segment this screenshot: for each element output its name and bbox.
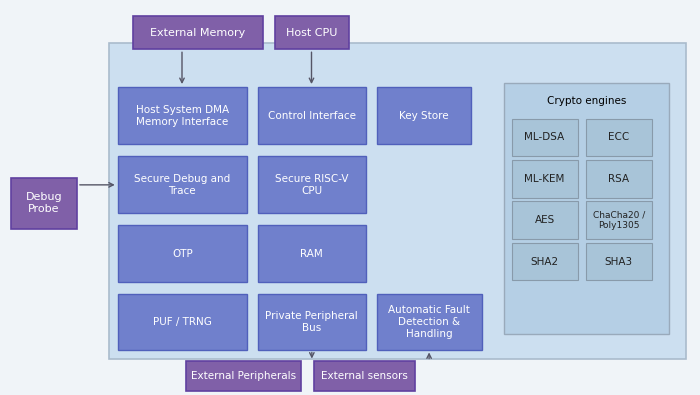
Bar	[258, 294, 366, 350]
Bar	[512, 201, 578, 239]
Text: Host System DMA
Memory Interface: Host System DMA Memory Interface	[136, 105, 229, 126]
Bar	[258, 156, 366, 213]
Bar	[118, 225, 247, 282]
Text: ML-KEM: ML-KEM	[524, 174, 565, 184]
Bar	[258, 87, 366, 144]
Text: External sensors: External sensors	[321, 371, 408, 381]
Bar	[118, 87, 247, 144]
Text: SHA2: SHA2	[531, 257, 559, 267]
Bar	[108, 43, 686, 359]
Text: ChaCha20 /
Poly1305: ChaCha20 / Poly1305	[593, 210, 645, 230]
Text: PUF / TRNG: PUF / TRNG	[153, 317, 212, 327]
Bar	[275, 16, 349, 49]
Bar	[377, 87, 471, 144]
Bar	[512, 160, 578, 198]
Bar	[512, 118, 578, 156]
Bar	[314, 361, 415, 391]
Text: Secure RISC-V
CPU: Secure RISC-V CPU	[275, 174, 349, 196]
Text: Secure Debug and
Trace: Secure Debug and Trace	[134, 174, 230, 196]
Text: Host CPU: Host CPU	[286, 28, 337, 38]
Bar	[586, 160, 652, 198]
Text: ECC: ECC	[608, 132, 629, 142]
Bar	[133, 16, 262, 49]
Text: OTP: OTP	[172, 249, 192, 259]
Text: External Memory: External Memory	[150, 28, 246, 38]
Text: Automatic Fault
Detection &
Handling: Automatic Fault Detection & Handling	[389, 305, 470, 339]
Text: ML-DSA: ML-DSA	[524, 132, 565, 142]
Text: Debug
Probe: Debug Probe	[25, 192, 62, 214]
Bar	[504, 83, 668, 334]
Text: SHA3: SHA3	[605, 257, 633, 267]
Text: Key Store: Key Store	[399, 111, 449, 120]
Text: RAM: RAM	[300, 249, 323, 259]
Text: Control Interface: Control Interface	[268, 111, 356, 120]
Text: AES: AES	[535, 215, 554, 225]
Bar	[586, 118, 652, 156]
Text: Private Peripheral
Bus: Private Peripheral Bus	[265, 311, 358, 333]
Bar	[186, 361, 301, 391]
Text: RSA: RSA	[608, 174, 629, 184]
Bar	[586, 201, 652, 239]
Text: External Peripherals: External Peripherals	[190, 371, 296, 381]
Text: Crypto engines: Crypto engines	[547, 96, 626, 106]
Bar	[118, 294, 247, 350]
Bar	[258, 225, 366, 282]
Bar	[512, 243, 578, 280]
Bar	[10, 178, 77, 229]
Bar	[377, 294, 482, 350]
Bar	[118, 156, 247, 213]
Bar	[586, 243, 652, 280]
